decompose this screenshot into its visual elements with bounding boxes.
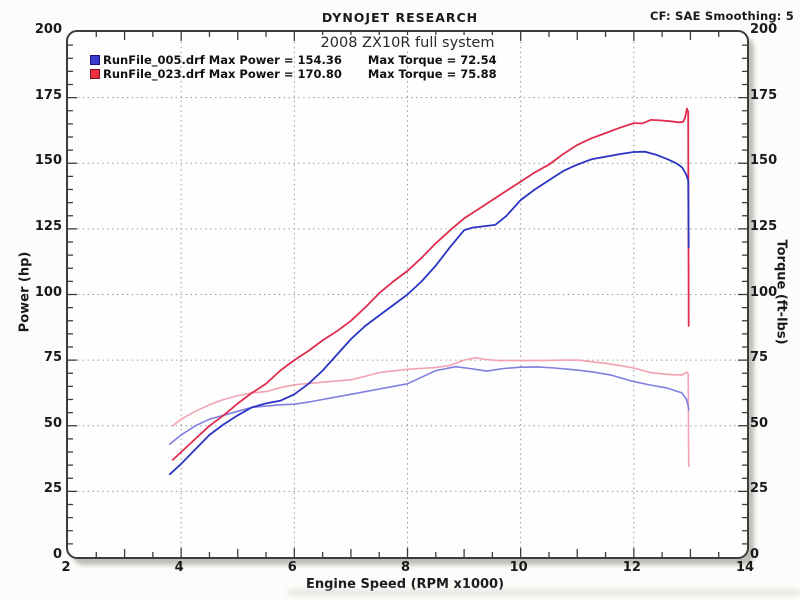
y-left-tick-175: 175: [34, 87, 62, 103]
correction-smoothing-label: CF: SAE Smoothing: 5: [649, 9, 794, 23]
legend-row-runfile-023: RunFile_023.drf Max Power = 170.80 Max T…: [90, 67, 497, 81]
y-left-tick-150: 150: [34, 153, 62, 169]
legend-row-runfile-005: RunFile_005.drf Max Power = 154.36 Max T…: [90, 53, 497, 67]
x-axis-title: Engine Speed (RPM x1000): [305, 577, 505, 592]
y-right-tick-25: 25: [750, 481, 769, 497]
y-right-tick-175: 175: [750, 87, 778, 103]
brand-title: DYNOJET RESEARCH: [321, 10, 479, 25]
curve-torque-runfile-005: [169, 365, 690, 445]
y-right-tick-75: 75: [750, 350, 769, 366]
legend-swatch-red: [90, 69, 100, 79]
x-tick-2: 2: [61, 560, 71, 575]
scan-page-edge: [288, 589, 800, 596]
y-right-tick-150: 150: [750, 153, 778, 169]
y-right-tick-200: 200: [750, 22, 778, 37]
y-left-tick-50: 50: [43, 415, 62, 431]
legend-label: RunFile_023.drf Max Power = 170.80: [103, 67, 342, 81]
y-left-tick-125: 125: [34, 218, 62, 234]
y-right-tick-125: 125: [750, 218, 778, 234]
legend-torque-label: Max Torque = 75.88: [367, 67, 497, 81]
curve-torque-runfile-023: [171, 356, 690, 468]
x-tick-12: 12: [622, 560, 641, 575]
chart-title: 2008 ZX10R full system: [310, 35, 505, 51]
y-right-tick-100: 100: [750, 284, 778, 300]
x-tick-14: 14: [735, 560, 755, 575]
y-right-tick-50: 50: [750, 415, 769, 431]
x-tick-10: 10: [509, 560, 528, 575]
y-left-tick-100: 100: [34, 284, 62, 300]
x-tick-6: 6: [287, 560, 297, 575]
legend-torque-label: Max Torque = 72.54: [367, 53, 497, 67]
y-left-tick-200: 200: [34, 22, 62, 37]
y-left-tick-25: 25: [43, 481, 62, 497]
curve-power-runfile-023: [171, 107, 690, 461]
y-right-tick-0: 0: [750, 547, 760, 562]
legend-label: RunFile_005.drf Max Power = 154.36: [103, 53, 342, 67]
y-left-tick-75: 75: [43, 350, 62, 366]
legend: RunFile_005.drf Max Power = 154.36 Max T…: [90, 53, 497, 81]
y-left-tick-0: 0: [52, 547, 62, 562]
legend-swatch-blue: [90, 55, 100, 65]
x-tick-4: 4: [174, 560, 184, 575]
curve-power-runfile-005: [168, 150, 690, 476]
chart-frame: 2008 ZX10R full system RunFile_005.drf M…: [66, 30, 749, 559]
x-tick-8: 8: [400, 560, 411, 575]
dyno-chart-svg: [68, 32, 747, 557]
